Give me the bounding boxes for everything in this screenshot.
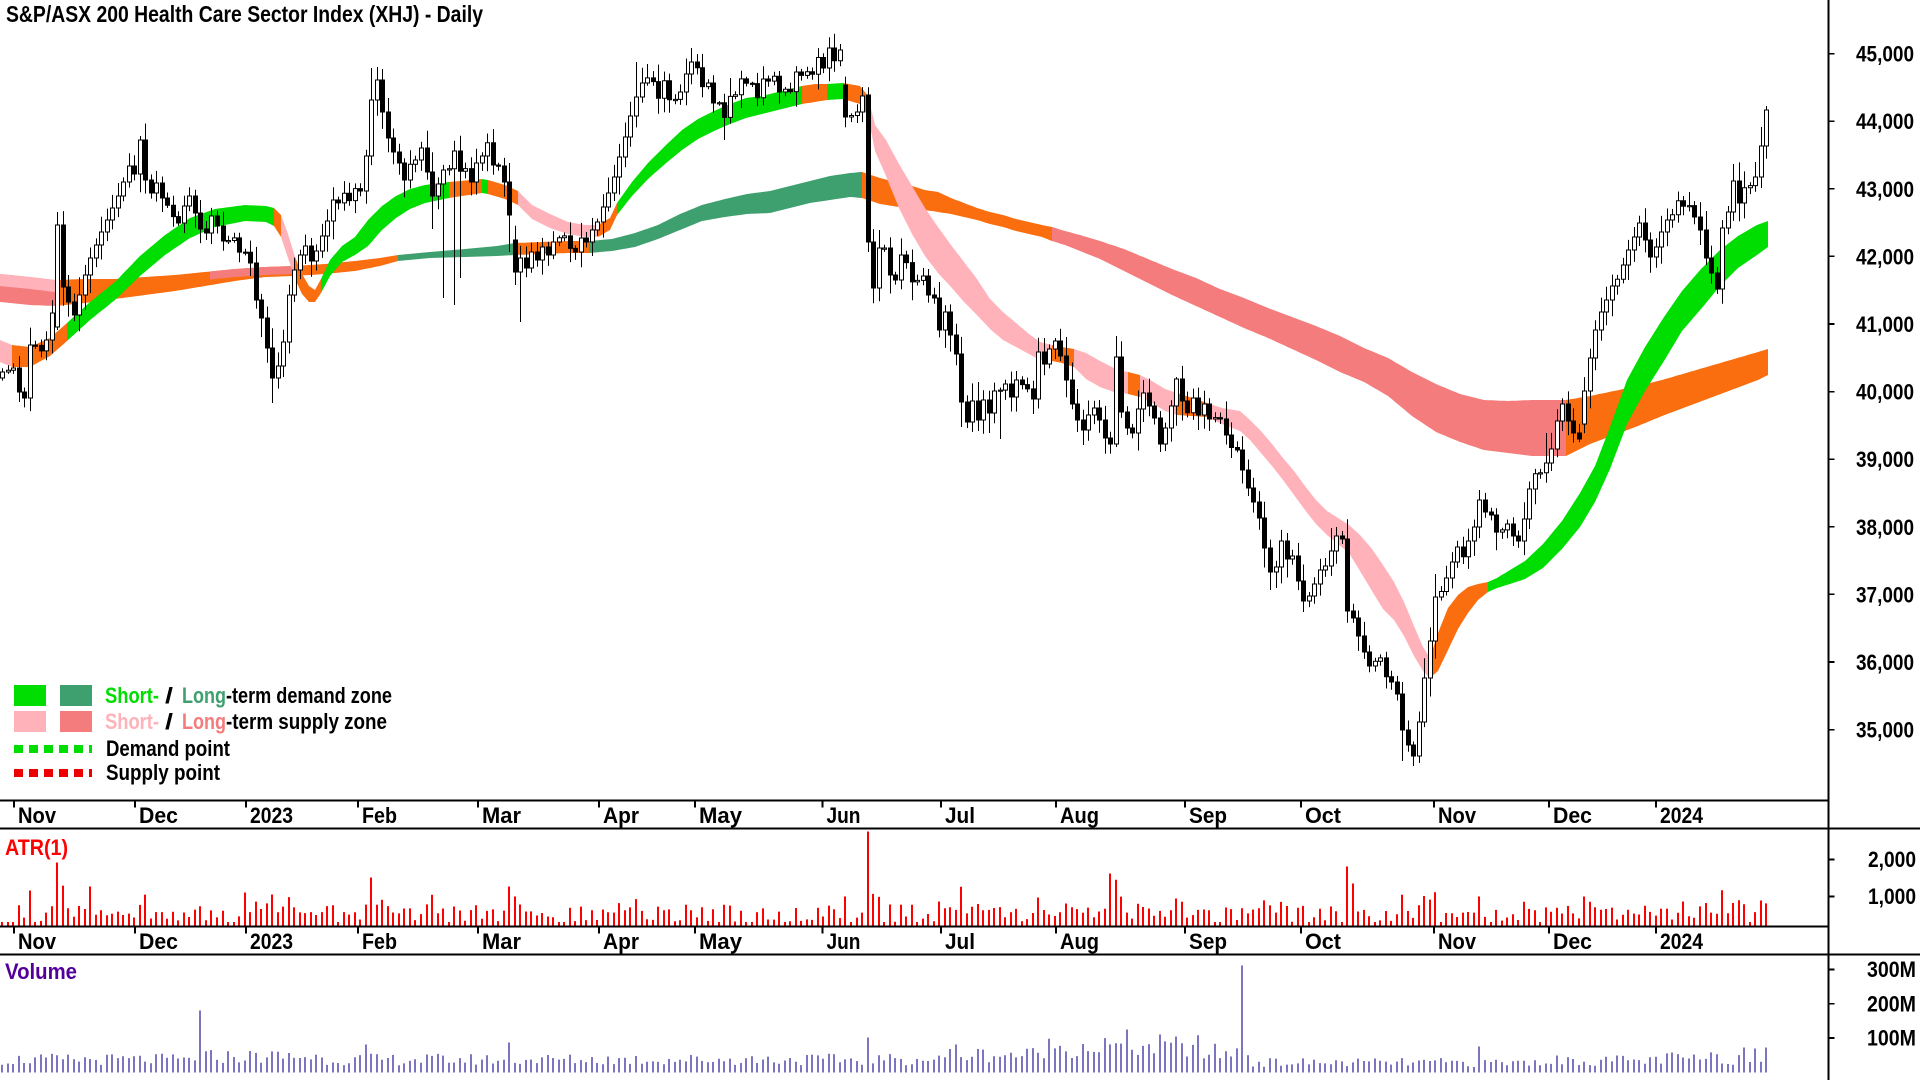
svg-text:36,000: 36,000: [1856, 650, 1914, 675]
svg-text:Apr: Apr: [603, 803, 639, 828]
svg-text:Mar: Mar: [482, 929, 521, 954]
svg-text:Dec: Dec: [1553, 803, 1592, 828]
svg-text:35,000: 35,000: [1856, 718, 1914, 743]
svg-text:May: May: [699, 803, 743, 828]
svg-text:39,000: 39,000: [1856, 447, 1914, 472]
svg-text:300M: 300M: [1867, 957, 1916, 982]
svg-text:-term demand zone: -term demand zone: [226, 683, 392, 708]
svg-text:Nov: Nov: [1438, 803, 1477, 828]
svg-text:Supply point: Supply point: [106, 760, 221, 785]
svg-text:Feb: Feb: [362, 803, 397, 828]
svg-text:Feb: Feb: [362, 929, 397, 954]
svg-text:Aug: Aug: [1060, 929, 1099, 954]
svg-text:Nov: Nov: [1438, 929, 1477, 954]
svg-text:Long: Long: [182, 709, 226, 734]
svg-text:Apr: Apr: [603, 929, 639, 954]
svg-text:Sep: Sep: [1189, 929, 1227, 954]
svg-text:S&P/ASX 200 Health Care Sector: S&P/ASX 200 Health Care Sector Index (XH…: [6, 1, 483, 27]
svg-text:Dec: Dec: [1553, 929, 1592, 954]
svg-text:Aug: Aug: [1060, 803, 1099, 828]
svg-text:Long: Long: [182, 683, 226, 708]
svg-text:Jun: Jun: [827, 929, 861, 954]
svg-text:2024: 2024: [1660, 929, 1704, 954]
svg-text:44,000: 44,000: [1856, 109, 1914, 134]
svg-text:May: May: [699, 929, 743, 954]
svg-text:ATR(1): ATR(1): [5, 835, 68, 860]
svg-text:41,000: 41,000: [1856, 312, 1914, 337]
svg-text:Dec: Dec: [139, 929, 178, 954]
svg-text:1,000: 1,000: [1868, 884, 1916, 909]
svg-text:Oct: Oct: [1305, 803, 1342, 828]
svg-text:Volume: Volume: [5, 959, 77, 984]
svg-text:Demand point: Demand point: [106, 736, 231, 761]
svg-text:Dec: Dec: [139, 803, 178, 828]
svg-text:2023: 2023: [250, 803, 293, 828]
svg-text:45,000: 45,000: [1856, 42, 1914, 67]
svg-text:200M: 200M: [1867, 991, 1916, 1016]
svg-text:Jul: Jul: [945, 803, 975, 828]
svg-text:Jul: Jul: [945, 929, 975, 954]
svg-text:40,000: 40,000: [1856, 380, 1914, 405]
svg-text:2,000: 2,000: [1868, 847, 1916, 872]
svg-text:2023: 2023: [250, 929, 293, 954]
svg-text:2024: 2024: [1660, 803, 1704, 828]
svg-text:Short-: Short-: [105, 683, 159, 708]
svg-text:Short-: Short-: [105, 709, 159, 734]
svg-text:43,000: 43,000: [1856, 177, 1914, 202]
svg-text:Sep: Sep: [1189, 803, 1227, 828]
svg-text:42,000: 42,000: [1856, 244, 1914, 269]
svg-text:Jun: Jun: [827, 803, 861, 828]
svg-text:/: /: [165, 683, 173, 708]
svg-text:Mar: Mar: [482, 803, 521, 828]
svg-text:Nov: Nov: [18, 803, 57, 828]
svg-text:-term supply zone: -term supply zone: [226, 709, 387, 734]
svg-text:Oct: Oct: [1305, 929, 1342, 954]
svg-text:37,000: 37,000: [1856, 582, 1914, 607]
svg-text:Nov: Nov: [18, 929, 57, 954]
svg-text:/: /: [165, 709, 173, 734]
svg-text:100M: 100M: [1867, 1026, 1916, 1051]
svg-text:38,000: 38,000: [1856, 515, 1914, 540]
